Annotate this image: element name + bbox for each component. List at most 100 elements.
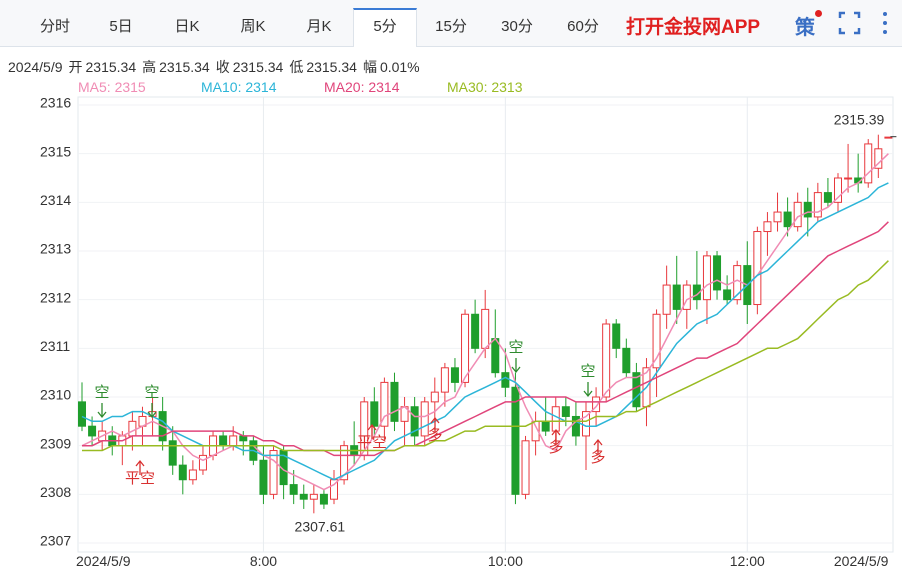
candle-body (803, 201, 812, 218)
y-tick-label: 2315 (40, 143, 71, 159)
candle-body (219, 435, 228, 447)
candle-body (511, 386, 520, 495)
candle-body (834, 177, 842, 203)
y-tick-label: 2316 (40, 95, 71, 111)
candle-body (652, 313, 661, 369)
tab[interactable]: 分时 (39, 18, 70, 35)
y-tick-label: 2309 (40, 435, 71, 451)
y-tick-label: 2314 (40, 192, 71, 208)
candle-body (471, 313, 480, 349)
info-label: 低 (289, 59, 304, 75)
signal-arrow-head (583, 390, 593, 398)
signal-label: 平空 (125, 470, 155, 487)
candle-body (340, 445, 349, 481)
candle-body (450, 367, 459, 383)
ma-line (82, 221, 889, 457)
candle-body (541, 420, 550, 432)
high-label: 2315.39 (834, 112, 885, 128)
promo-link[interactable]: 打开金投网APP (626, 17, 761, 38)
candle-body (188, 469, 197, 481)
candle-body (702, 255, 711, 301)
y-tick-label: 2310 (40, 387, 71, 403)
candle-body (259, 459, 268, 495)
signal-label: 空 (508, 339, 523, 356)
y-tick-label: 2307 (40, 533, 71, 549)
candle-body (622, 347, 631, 374)
x-tick-label: 8:00 (250, 553, 277, 569)
more-icon[interactable] (883, 30, 887, 34)
y-tick-label: 2311 (40, 338, 70, 354)
strategy-button[interactable]: 策 (795, 17, 815, 39)
candle-body (309, 493, 318, 500)
candle-body (299, 493, 308, 500)
candle-body (501, 372, 510, 388)
info-value: 2315.34 (85, 59, 137, 75)
signal-arrow-head (593, 438, 603, 446)
candle-body (612, 323, 621, 349)
more-icon[interactable] (883, 21, 887, 25)
candle-body (763, 221, 772, 233)
candle-body (672, 284, 681, 310)
more-icon[interactable] (883, 12, 887, 16)
candle-body (269, 450, 278, 495)
signal-label: 多 (548, 439, 563, 456)
x-tick-label: 2024/5/9 (76, 553, 131, 569)
tab[interactable]: 周K (240, 18, 266, 35)
candle-body (592, 396, 601, 413)
info-label: 幅 (362, 59, 377, 75)
candle-body (178, 464, 187, 481)
candle-body (198, 454, 207, 471)
strategy-dot (815, 10, 822, 17)
ma-line (82, 260, 889, 452)
candle-body (88, 425, 97, 437)
candle-body (582, 411, 590, 437)
tab[interactable]: 60分 (567, 18, 599, 35)
info-value: 2315.34 (232, 59, 284, 75)
candle-body (491, 338, 500, 374)
candle-body (461, 313, 470, 383)
fullscreen-icon[interactable] (838, 11, 861, 35)
info-line: 2024/5/9 开 2315.34 高 2315.34 收 2315.34 低 2315.34… (8, 57, 426, 77)
x-tick-label: 10:00 (488, 553, 523, 569)
info-label: 收 (215, 59, 230, 75)
signal-label: 空 (144, 384, 159, 401)
signal-label: 平空 (357, 434, 387, 451)
candle-body (551, 406, 560, 432)
candle-body (783, 211, 792, 228)
candle-body (793, 201, 802, 228)
tab-icons (838, 11, 887, 35)
candle-body (440, 367, 449, 393)
info-date: 2024/5/9 (8, 59, 63, 75)
tab[interactable]: 30分 (501, 18, 533, 35)
candle-body (723, 289, 732, 301)
candle-body (289, 484, 298, 495)
legend-entry: MA30: 2313 (447, 79, 523, 95)
tab[interactable]: 15分 (435, 18, 467, 35)
candle-body (713, 255, 722, 291)
signal-label: 空 (580, 363, 595, 380)
signal-arrow-head (551, 428, 561, 436)
candle-body (602, 323, 611, 398)
low-label: 2307.61 (295, 518, 346, 534)
tab[interactable]: 日K (174, 18, 200, 35)
tab[interactable]: 月K (306, 18, 332, 35)
candle-body (481, 308, 490, 349)
tab[interactable]: 5分 (353, 8, 417, 47)
candle-body (844, 177, 853, 180)
signal-label: 多 (427, 427, 442, 444)
candle-body (773, 211, 782, 223)
candle-body (370, 401, 379, 427)
signal-label: 多 (590, 449, 605, 466)
y-tick-label: 2312 (40, 289, 71, 305)
signal-arrow-head (97, 411, 107, 419)
info-value: 2315.34 (159, 59, 210, 75)
candle-body (319, 493, 328, 505)
candle-body (823, 192, 832, 203)
legend-entry: MA5: 2315 (78, 79, 146, 95)
candle-body (78, 401, 86, 427)
candle-body (884, 136, 893, 139)
tab[interactable]: 5日 (109, 18, 133, 35)
tab-bar: 打开金投网APP 策 分时 5日 日K 周K 月K 5分 15分 30分 60分 (0, 0, 902, 47)
signal-arrow-head (135, 459, 145, 467)
